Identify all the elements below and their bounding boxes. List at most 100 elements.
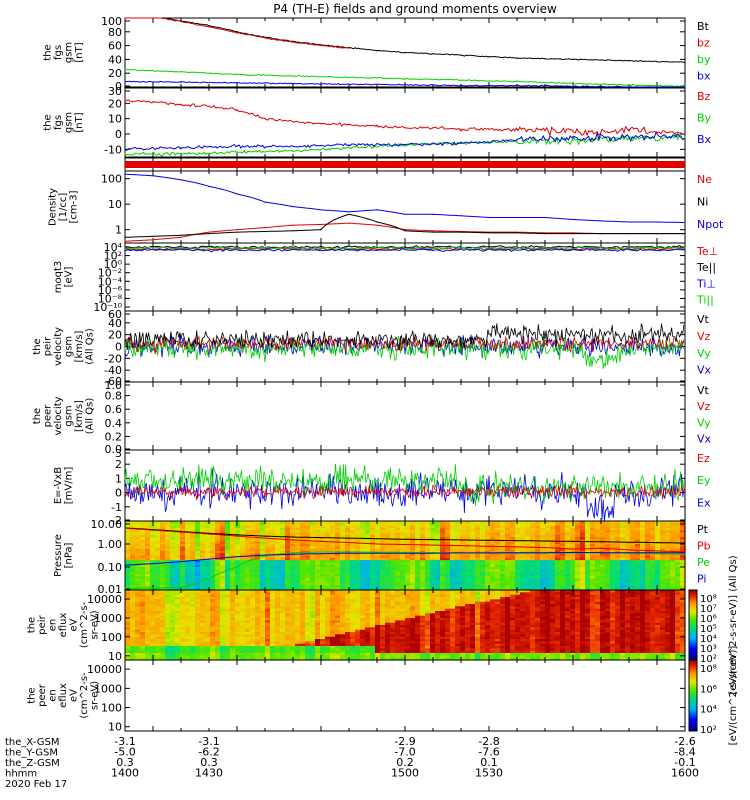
peer-spectrogram-cell	[375, 599, 381, 603]
peir-spectrogram-cell	[595, 548, 601, 552]
peir-spectrogram-cell	[335, 560, 341, 563]
peir-spectrogram-cell	[490, 553, 496, 557]
peir-spectrogram-cell	[145, 580, 151, 584]
peer-spectrogram-cell	[160, 653, 166, 656]
peer-spectrogram-cell	[225, 608, 231, 612]
peir-spectrogram-cell	[610, 560, 616, 563]
peir-spectrogram-cell	[340, 532, 346, 536]
peir-spectrogram-cell	[410, 537, 416, 540]
peir-spectrogram-cell	[150, 537, 156, 540]
peir-spectrogram-cell	[170, 523, 176, 527]
peir-spectrogram-cell	[355, 578, 361, 582]
peer-spectrogram-cell	[200, 606, 206, 610]
peer-spectrogram-cell	[255, 648, 261, 652]
peer-spectrogram-cell	[300, 590, 306, 593]
peer-spectrogram-cell	[155, 646, 161, 649]
peir-spectrogram-cell	[680, 567, 686, 570]
peer-spectrogram-cell	[320, 655, 326, 659]
peir-spectrogram-cell	[535, 521, 541, 524]
peir-spectrogram-cell	[560, 580, 566, 584]
peir-spectrogram-cell	[445, 569, 451, 573]
peer-spectrogram-cell	[280, 613, 286, 617]
peer-spectrogram-cell	[350, 639, 356, 642]
peir-spectrogram-cell	[475, 548, 481, 552]
peir-spectrogram-cell	[425, 539, 431, 543]
peir-spectrogram-cell	[565, 560, 571, 563]
peer-spectrogram-cell	[220, 611, 226, 614]
peir-spectrogram-cell	[190, 560, 196, 563]
peer-spectrogram-cell	[215, 599, 221, 603]
peer-spectrogram-cell	[165, 618, 171, 621]
peir-spectrogram-cell	[125, 560, 131, 563]
peir-spectrogram-cell	[345, 573, 351, 577]
peer-spectrogram-cell	[125, 613, 131, 617]
peir-spectrogram-cell	[300, 560, 306, 563]
peer-spectrogram-cell	[340, 611, 346, 614]
peer-spectrogram-cell	[295, 650, 301, 654]
peir-spectrogram-cell	[420, 548, 426, 552]
peer-spectrogram-cell	[355, 618, 361, 621]
peer-spectrogram-cell	[370, 636, 376, 640]
peir-spectrogram-cell	[225, 527, 231, 531]
peer-spectrogram-cell	[200, 634, 206, 638]
peir-spectrogram-cell	[385, 573, 391, 577]
peir-spectrogram-cell	[450, 569, 456, 573]
peer-spectrogram-cell	[360, 655, 366, 659]
peir-spectrogram-cell	[225, 578, 231, 582]
peir-spectrogram-cell	[355, 525, 361, 529]
peir-spectrogram-cell	[620, 557, 626, 561]
peer-spectrogram-cell	[185, 625, 191, 628]
peer-spectrogram-cell	[380, 613, 386, 617]
peir-spectrogram-cell	[385, 521, 391, 524]
peer-spectrogram-cell	[340, 608, 346, 612]
peir-spectrogram-cell	[260, 541, 266, 545]
peir-spectrogram-cell	[205, 569, 211, 573]
peir-spectrogram-cell	[600, 580, 606, 584]
peir-spectrogram-cell	[645, 546, 651, 550]
peir-spectrogram-cell	[205, 578, 211, 582]
peir-spectrogram-cell	[465, 564, 471, 568]
peir-spectrogram-cell	[220, 567, 226, 570]
peer-spectrogram-cell	[145, 611, 151, 614]
peir-spectrogram-cell	[510, 527, 516, 531]
peer-spectrogram-cell	[385, 648, 391, 652]
peer-spectrogram-cell	[135, 653, 141, 656]
peir-spectrogram-cell	[190, 534, 196, 538]
peer-spectrogram-cell	[280, 601, 286, 605]
peer-spectrogram-cell	[300, 592, 306, 596]
peer-spectrogram-cell	[380, 604, 386, 607]
peir-spectrogram-cell	[415, 573, 421, 577]
peer-spectrogram-cell	[185, 643, 191, 647]
peir-spectrogram-cell	[590, 564, 596, 568]
peir-spectrogram-cell	[615, 537, 621, 540]
peer-spectrogram-cell	[270, 650, 276, 654]
peir-spectrogram-cell	[475, 525, 481, 529]
peer-spectrogram-cell	[365, 618, 371, 621]
peir-spectrogram-cell	[645, 523, 651, 527]
peir-spectrogram-cell	[670, 525, 676, 529]
peir-spectrogram-cell	[510, 541, 516, 545]
peer-spectrogram-cell	[375, 625, 381, 628]
peir-spectrogram-cell	[205, 571, 211, 575]
peir-spectrogram-cell	[675, 573, 681, 577]
peir-spectrogram-cell	[435, 553, 441, 557]
peir-spectrogram-cell	[530, 562, 536, 566]
peir-spectrogram-cell	[160, 555, 166, 559]
peir-spectrogram-cell	[425, 573, 431, 577]
peir-spectrogram-cell	[455, 546, 461, 550]
peir-spectrogram-cell	[630, 571, 636, 575]
peir-spectrogram-cell	[195, 544, 201, 547]
peer-spectrogram-cell	[235, 620, 241, 624]
peir-spectrogram-cell	[415, 567, 421, 570]
peir-spectrogram-cell	[540, 576, 546, 580]
peir-spectrogram-cell	[255, 567, 261, 570]
peir-spectrogram-cell	[645, 541, 651, 545]
peer-spectrogram-cell	[380, 601, 386, 605]
peir-spectrogram-cell	[530, 534, 536, 538]
peer-spectrogram-cell	[190, 592, 196, 596]
peer-spectrogram-cell	[165, 657, 171, 661]
peir-spectrogram-cell	[500, 546, 506, 550]
peir-spectrogram-cell	[330, 578, 336, 582]
peer-spectrogram-cell	[240, 622, 246, 626]
peir-spectrogram-cell	[495, 562, 501, 566]
